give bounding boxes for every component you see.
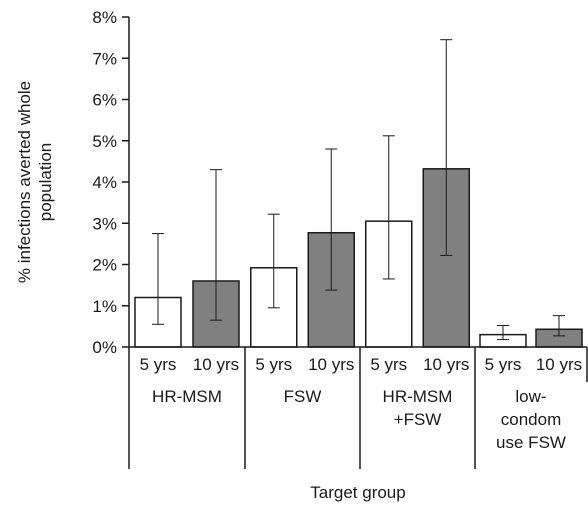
y-tick-label: 2% xyxy=(92,256,117,275)
y-tick-label: 1% xyxy=(92,297,117,316)
y-tick-label: 7% xyxy=(92,49,117,68)
bar-period-label: 5 yrs xyxy=(140,355,177,374)
y-tick-label: 5% xyxy=(92,132,117,151)
bar-period-label: 10 yrs xyxy=(308,355,354,374)
y-tick-label: 8% xyxy=(92,8,117,27)
bar-period-label: 5 yrs xyxy=(255,355,292,374)
group-label: use FSW xyxy=(496,433,566,452)
bar-period-label: 5 yrs xyxy=(485,355,522,374)
group-label: HR-MSM xyxy=(383,387,453,406)
y-tick-label: 0% xyxy=(92,338,117,357)
bar-period-label: 10 yrs xyxy=(536,355,582,374)
group-label: FSW xyxy=(284,387,322,406)
y-axis: 0% 1% 2% 3% 4% 5% 6% 7% 8% xyxy=(92,8,130,357)
group-label: +FSW xyxy=(394,410,442,429)
y-axis-label: % infections averted whole population xyxy=(15,81,55,283)
x-axis-label: Target group xyxy=(310,483,405,502)
y-tick-label: 4% xyxy=(92,173,117,192)
x-axis-categories: 5 yrs 10 yrs HR-MSM 5 yrs 10 yrs FSW 5 yrs 10 y… xyxy=(128,346,588,469)
group-label: low- xyxy=(515,387,546,406)
y-tick-label: 3% xyxy=(92,214,117,233)
bar-period-label: 10 yrs xyxy=(423,355,469,374)
y-tick-label: 6% xyxy=(92,91,117,110)
bars xyxy=(134,39,583,348)
bar-period-label: 10 yrs xyxy=(193,355,239,374)
bar-period-label: 5 yrs xyxy=(370,355,407,374)
group-label: HR-MSM xyxy=(152,387,222,406)
group-label: condom xyxy=(501,410,561,429)
y-axis-title: % infections averted whole population xyxy=(15,81,55,283)
